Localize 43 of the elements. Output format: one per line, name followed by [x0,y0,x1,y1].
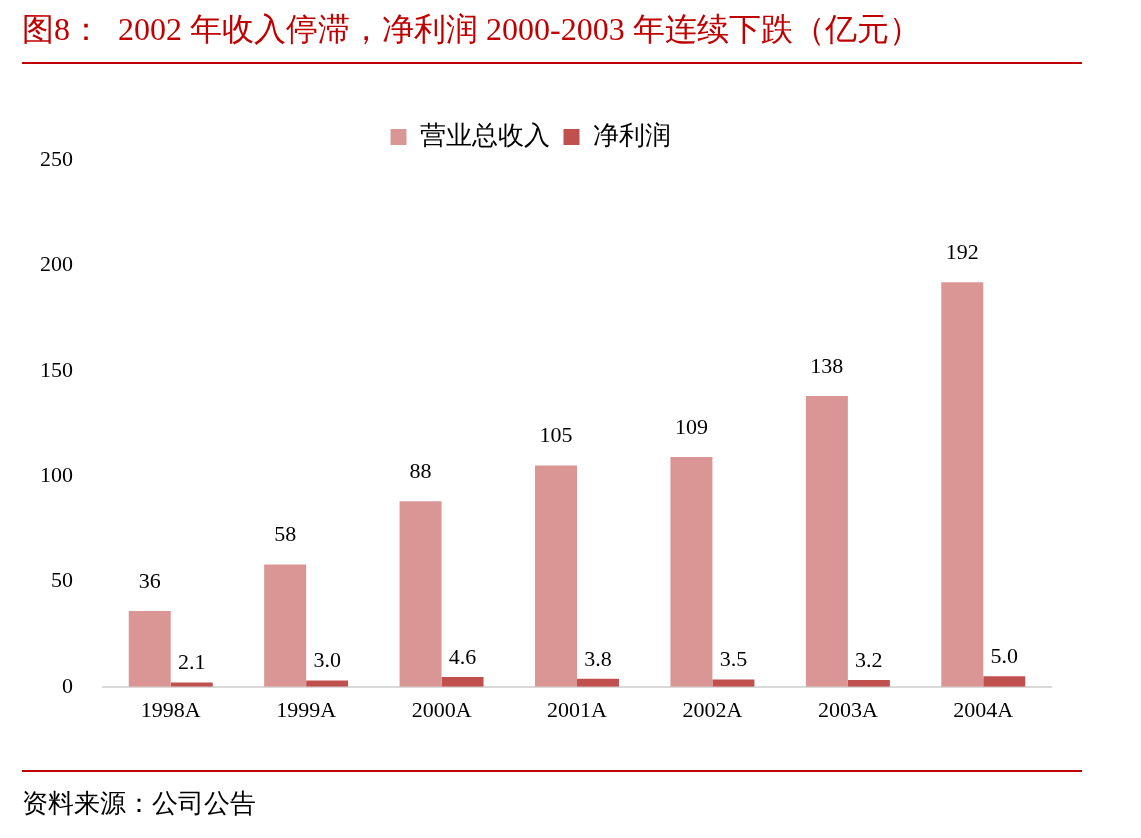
y-tick-label: 200 [40,251,73,277]
bar [399,501,442,687]
data-label: 192 [945,239,979,264]
data-label: 3.0 [313,647,341,673]
y-tick-label: 100 [40,461,73,487]
y-tick-label: 150 [40,356,73,382]
bar [264,564,307,687]
data-label: 138 [810,352,844,378]
bar [170,682,213,687]
x-tick-label: 1999A [276,696,337,722]
bar [441,677,484,687]
x-tick-label: 2000A [411,696,472,722]
data-label: 4.6 [448,643,477,669]
bar [712,679,755,687]
x-tick-label: 2001A [547,696,608,722]
x-tick-label: 2002A [682,696,743,722]
text: 资料来源：公司公告 [22,788,256,820]
chart-title: 图8： 2002 年收入停滞，净利润 2000-2003 年连续下跌（亿元） [22,10,921,49]
data-label: 3.8 [584,645,612,671]
x-tick-label: 1998A [140,696,201,722]
x-tick-label: 2004A [953,696,1014,722]
y-tick-label: 0 [62,672,73,698]
bar [670,457,713,687]
bar [535,465,577,687]
bar [983,676,1026,687]
data-label: 3.2 [855,646,883,672]
bar [306,680,349,687]
x-tick-label: 2003A [817,696,878,722]
y-tick-label: 50 [51,567,73,593]
data-label: 109 [674,413,708,439]
data-label: 88 [409,458,432,484]
data-label: 2.1 [177,649,206,675]
bar [941,282,984,687]
data-label: 5.0 [990,643,1019,669]
bar [128,610,171,687]
data-label: 3.5 [719,646,748,672]
data-label: 105 [539,422,573,448]
y-tick-label: 250 [40,145,73,171]
data-label: 58 [274,521,297,547]
legend-label: 净利润 [592,120,671,150]
legend-label: 营业总收入 [419,120,550,150]
data-label: 36 [138,567,161,593]
bar [805,396,848,687]
